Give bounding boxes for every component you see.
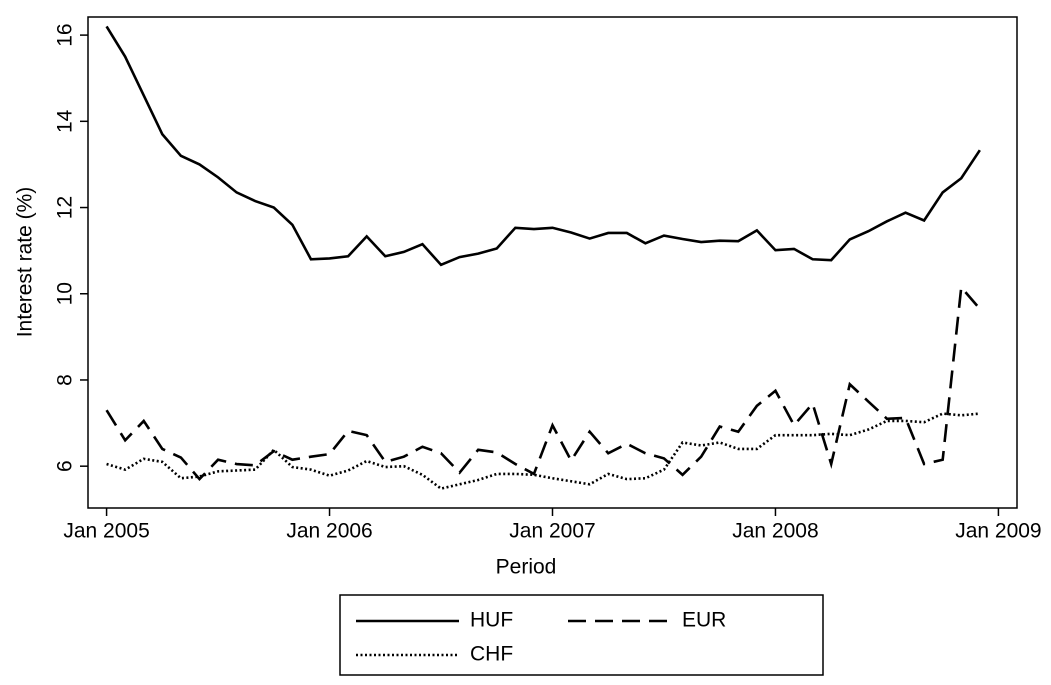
y-tick-label: 16 — [54, 23, 77, 46]
plot-frame — [87, 16, 1018, 509]
legend-label: HUF — [470, 609, 513, 632]
y-tick-label: 6 — [54, 460, 77, 472]
x-tick-label: Jan 2007 — [509, 520, 595, 543]
x-tick-label: Jan 2008 — [732, 520, 818, 543]
y-tick-label: 12 — [54, 196, 77, 219]
legend-box — [339, 594, 824, 676]
legend-label: EUR — [682, 609, 726, 632]
x-tick-label: Jan 2005 — [63, 520, 149, 543]
y-tick-label: 10 — [54, 282, 77, 305]
y-tick-label: 8 — [54, 374, 77, 386]
legend-label: CHF — [470, 643, 513, 666]
y-tick-label: 14 — [54, 109, 77, 133]
x-axis-label: Period — [496, 556, 557, 579]
x-tick-label: Jan 2009 — [955, 520, 1041, 543]
y-axis-label: Interest rate (%) — [14, 187, 37, 338]
line-series — [105, 284, 981, 482]
line-series — [105, 25, 981, 267]
x-tick-label: Jan 2006 — [286, 520, 372, 543]
